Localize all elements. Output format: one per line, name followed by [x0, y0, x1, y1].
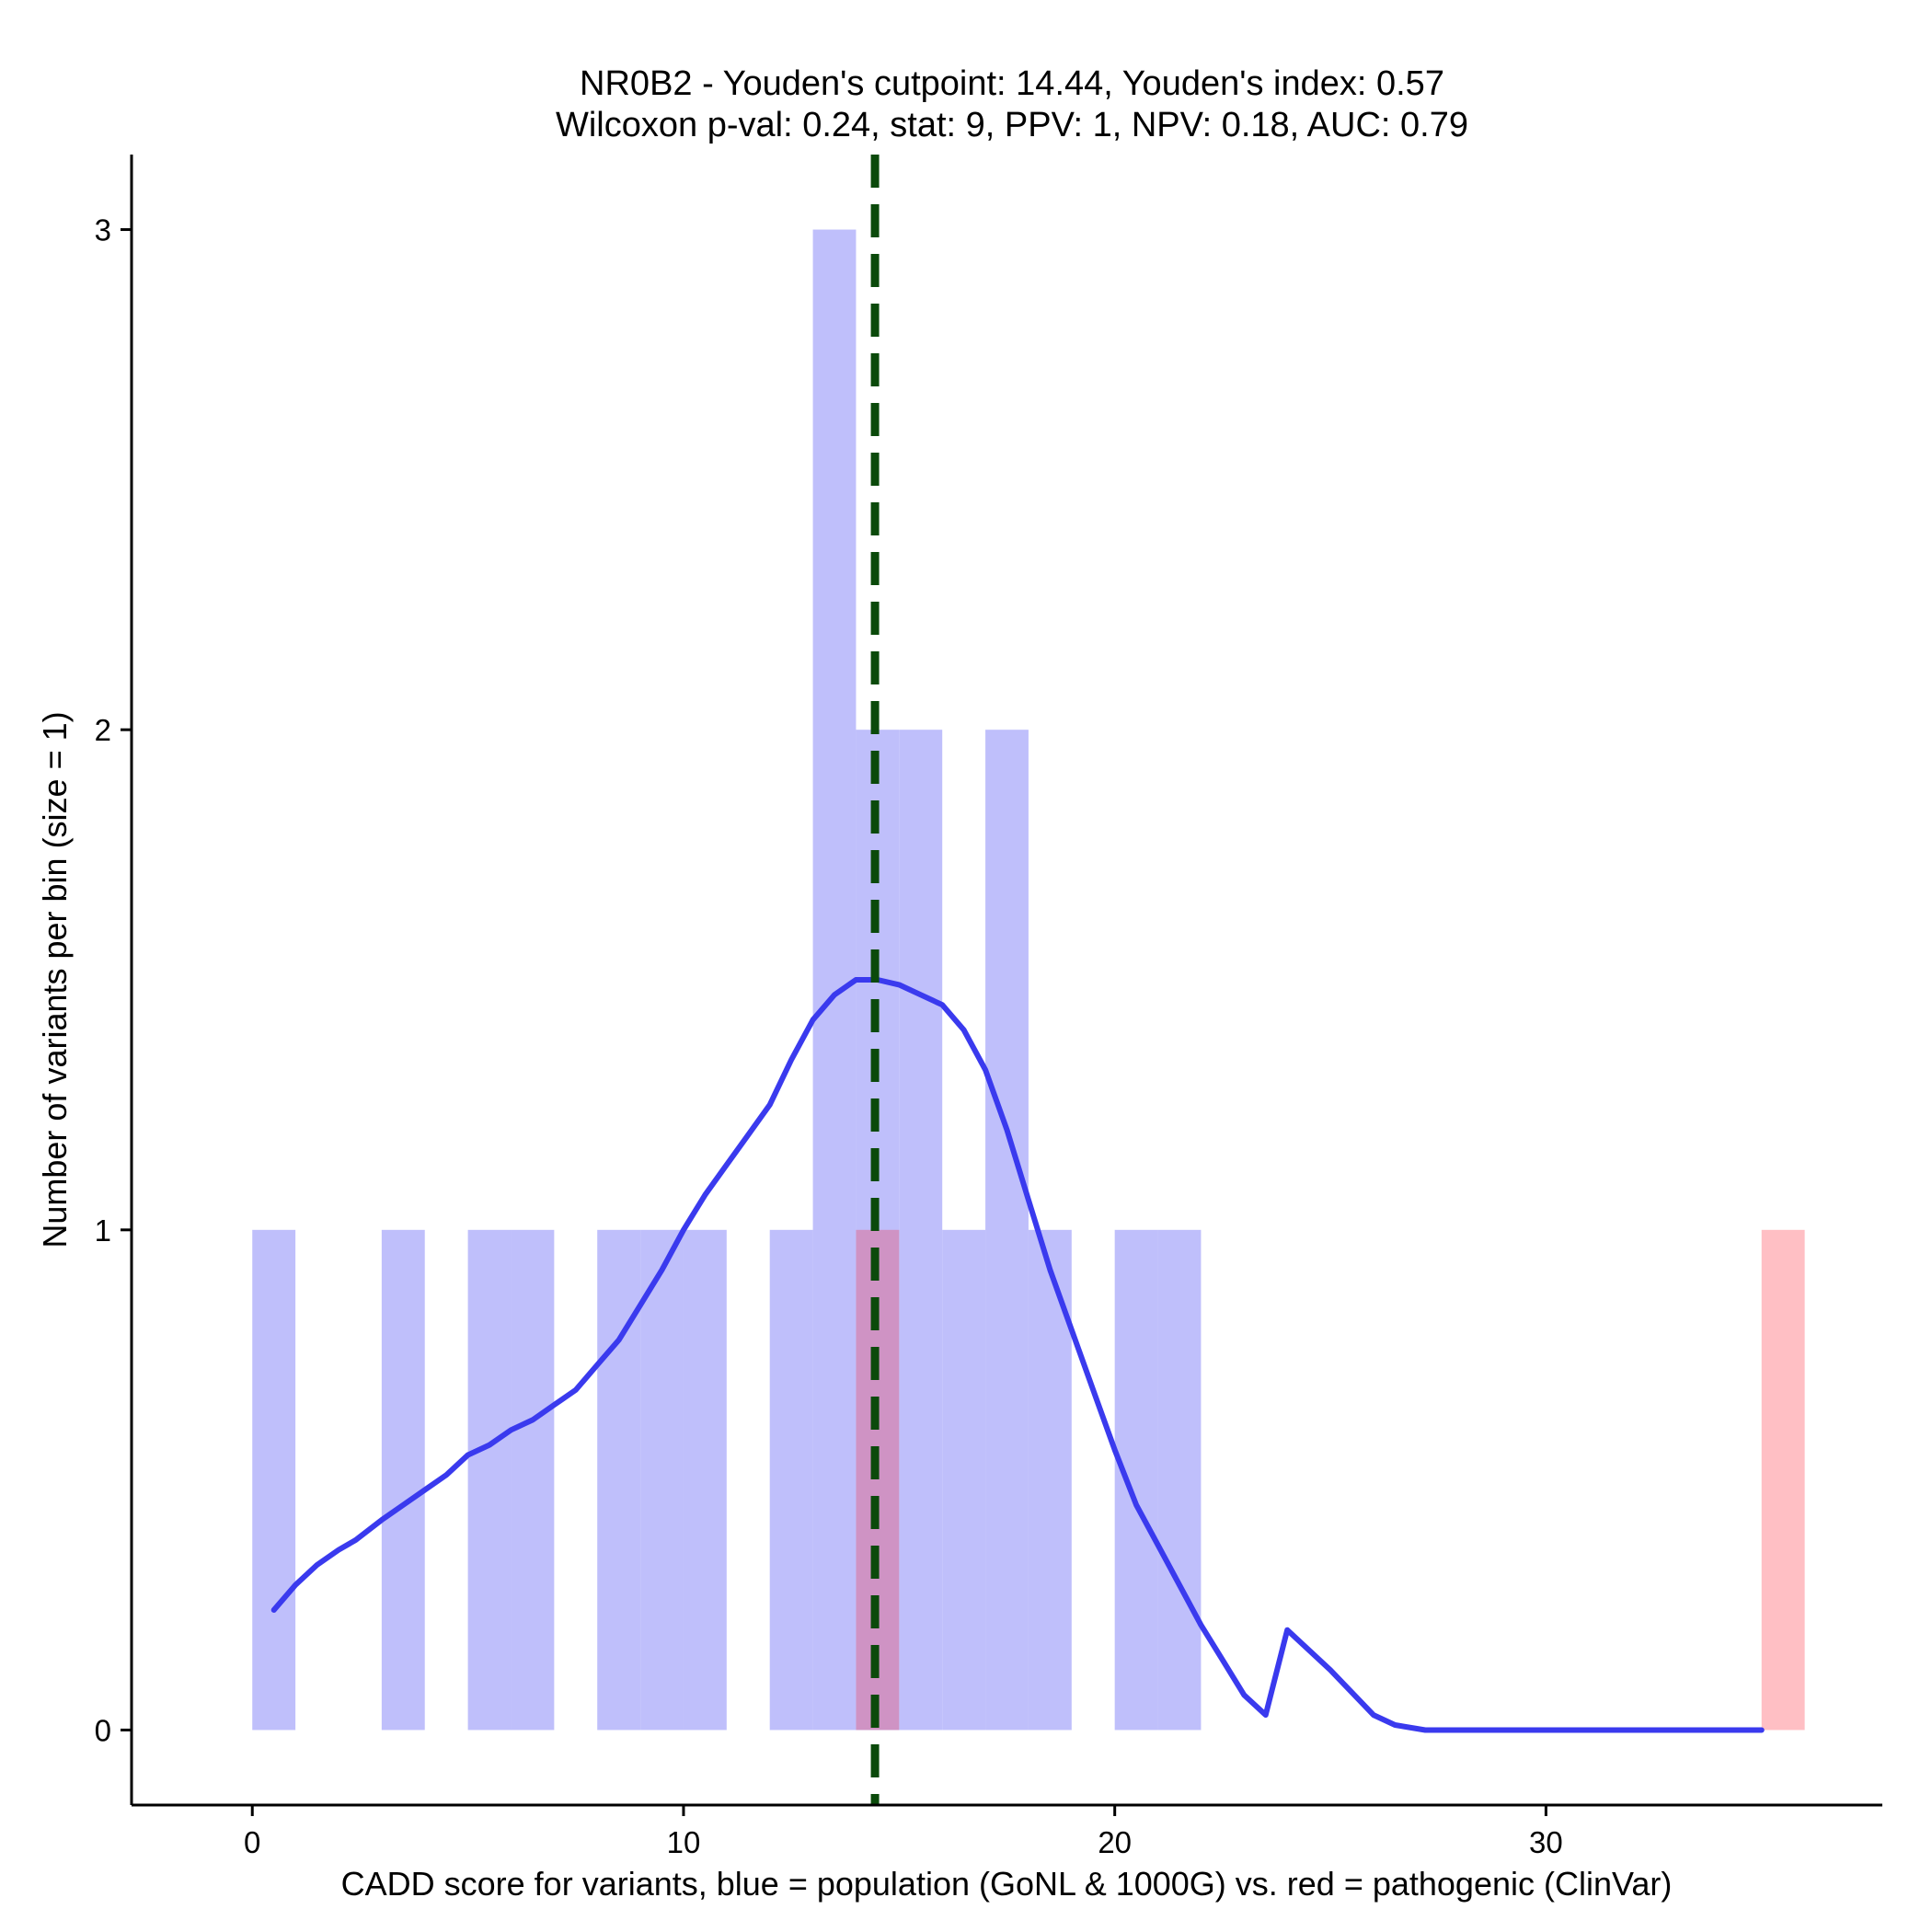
x-ticks: 0 10 20 30 — [244, 1805, 1563, 1859]
pathogenic-bar-35 — [1761, 1229, 1805, 1731]
density-curve — [270, 977, 1765, 1733]
pathogenic-bars — [856, 1229, 1805, 1731]
x-tick-label-0: 0 — [244, 1825, 260, 1859]
population-bar-17 — [985, 730, 1029, 1731]
chart-title-line2: Wilcoxon p-val: 0.24, stat: 9, PPV: 1, N… — [556, 106, 1468, 144]
population-bar-16 — [942, 1229, 986, 1731]
population-bar-5 — [467, 1229, 512, 1731]
chart-title-line1: NR0B2 - Youden's cutpoint: 14.44, Youden… — [580, 64, 1444, 103]
population-bar-12 — [769, 1229, 813, 1731]
axes — [130, 155, 1882, 1807]
population-bar-3 — [381, 1229, 425, 1731]
population-bar-20 — [1114, 1229, 1158, 1731]
y-tick-label-3: 3 — [95, 213, 111, 247]
x-tick-label-10: 10 — [667, 1825, 701, 1859]
population-bar-13 — [812, 229, 857, 1731]
x-axis-title: CADD score for variants, blue = populati… — [341, 1865, 1673, 1903]
population-bars — [252, 229, 1202, 1731]
population-bar-6 — [511, 1229, 555, 1731]
y-axis-title: Number of variants per bin (size = 1) — [36, 711, 74, 1248]
population-bar-10 — [683, 1229, 727, 1731]
population-bar-9 — [640, 1229, 684, 1731]
population-bar-21 — [1157, 1229, 1202, 1731]
population-bar-0 — [252, 1229, 296, 1731]
y-tick-label-1: 1 — [95, 1213, 111, 1248]
y-tick-label-2: 2 — [95, 713, 111, 747]
density-layer — [270, 977, 1765, 1733]
population-bar-15 — [899, 730, 943, 1731]
population-bar-8 — [597, 1229, 641, 1731]
y-ticks: 0 1 2 3 — [95, 213, 132, 1747]
y-tick-label-0: 0 — [95, 1713, 111, 1747]
x-tick-label-20: 20 — [1098, 1825, 1132, 1859]
x-tick-label-30: 30 — [1529, 1825, 1563, 1859]
